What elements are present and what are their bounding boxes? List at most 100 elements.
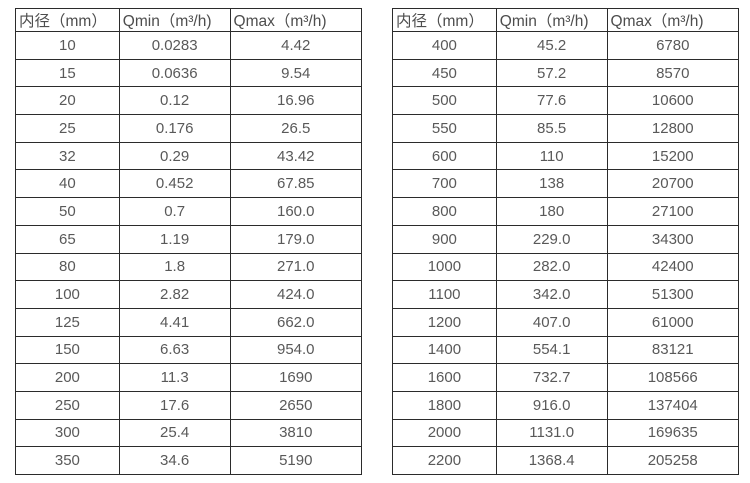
table-cell: 8570 <box>606 58 740 88</box>
table-cell: 500 <box>392 86 497 116</box>
table-cell: 138 <box>495 169 608 199</box>
table-row: 50 0.7 160.0 <box>15 197 363 226</box>
table-cell: 0.0636 <box>118 58 231 88</box>
table-row: 20 0.12 16.96 <box>15 86 363 116</box>
table-cell: 179.0 <box>229 224 363 254</box>
table-cell: 6780 <box>606 31 740 60</box>
table-cell: 42400 <box>606 252 740 282</box>
table-cell: 25.4 <box>118 418 231 448</box>
table-cell: 1200 <box>392 307 497 337</box>
column-header-inner-diameter: 内径（mm） <box>392 8 497 32</box>
table-row: 2200 1368.4 205258 <box>392 446 740 475</box>
table-cell: 200 <box>15 363 120 392</box>
table-cell: 25 <box>15 114 120 143</box>
table-cell: 554.1 <box>495 335 608 365</box>
table-cell: 732.7 <box>495 363 608 392</box>
table-row: 700 138 20700 <box>392 169 740 199</box>
table-row: 1100 342.0 51300 <box>392 280 740 309</box>
table-header-row: 内径（mm） Qmin（m³/h) Qmax（m³/h) <box>15 8 363 32</box>
table-cell: 400 <box>392 31 497 60</box>
table-row: 125 4.41 662.0 <box>15 307 363 337</box>
table-cell: 900 <box>392 224 497 254</box>
table-cell: 77.6 <box>495 86 608 116</box>
table-cell: 1131.0 <box>495 418 608 448</box>
table-cell: 0.176 <box>118 114 231 143</box>
table-cell: 80 <box>15 252 120 282</box>
table-cell: 550 <box>392 114 497 143</box>
table-cell: 0.29 <box>118 141 231 171</box>
table-cell: 20 <box>15 86 120 116</box>
table-cell: 34300 <box>606 224 740 254</box>
table-cell: 108566 <box>606 363 740 392</box>
table-row: 550 85.5 12800 <box>392 114 740 143</box>
table-cell: 40 <box>15 169 120 199</box>
table-row: 600 110 15200 <box>392 141 740 171</box>
table-row: 450 57.2 8570 <box>392 58 740 88</box>
column-header-qmin: Qmin（m³/h) <box>495 8 608 32</box>
table-cell: 916.0 <box>495 390 608 420</box>
table-cell: 1.19 <box>118 224 231 254</box>
table-cell: 800 <box>392 197 497 226</box>
table-row: 1200 407.0 61000 <box>392 307 740 337</box>
table-cell: 662.0 <box>229 307 363 337</box>
table-cell: 15200 <box>606 141 740 171</box>
table-row: 800 180 27100 <box>392 197 740 226</box>
table-cell: 1690 <box>229 363 363 392</box>
table-row: 900 229.0 34300 <box>392 224 740 254</box>
table-cell: 27100 <box>606 197 740 226</box>
table-cell: 110 <box>495 141 608 171</box>
table-row: 80 1.8 271.0 <box>15 252 363 282</box>
table-cell: 0.12 <box>118 86 231 116</box>
table-cell: 6.63 <box>118 335 231 365</box>
table-cell: 43.42 <box>229 141 363 171</box>
column-header-inner-diameter: 内径（mm） <box>15 8 120 32</box>
table-cell: 1800 <box>392 390 497 420</box>
table-cell: 3810 <box>229 418 363 448</box>
table-cell: 2.82 <box>118 280 231 309</box>
table-row: 150 6.63 954.0 <box>15 335 363 365</box>
table-row: 25 0.176 26.5 <box>15 114 363 143</box>
table-cell: 300 <box>15 418 120 448</box>
table-cell: 11.3 <box>118 363 231 392</box>
table-row: 1400 554.1 83121 <box>392 335 740 365</box>
table-cell: 2650 <box>229 390 363 420</box>
table-cell: 15 <box>15 58 120 88</box>
table-row: 200 11.3 1690 <box>15 363 363 392</box>
table-row: 400 45.2 6780 <box>392 31 740 60</box>
table-cell: 424.0 <box>229 280 363 309</box>
table-cell: 169635 <box>606 418 740 448</box>
table-cell: 282.0 <box>495 252 608 282</box>
table-cell: 4.41 <box>118 307 231 337</box>
flow-range-table-small-dn: 内径（mm） Qmin（m³/h) Qmax（m³/h) 10 0.0283 4.4… <box>15 8 363 475</box>
table-cell: 34.6 <box>118 446 231 475</box>
table-cell: 700 <box>392 169 497 199</box>
table-cell: 342.0 <box>495 280 608 309</box>
table-row: 1600 732.7 108566 <box>392 363 740 392</box>
table-cell: 450 <box>392 58 497 88</box>
table-cell: 45.2 <box>495 31 608 60</box>
table-cell: 32 <box>15 141 120 171</box>
table-header-row: 内径（mm） Qmin（m³/h) Qmax（m³/h) <box>392 8 740 32</box>
table-cell: 150 <box>15 335 120 365</box>
table-row: 40 0.452 67.85 <box>15 169 363 199</box>
table-cell: 100 <box>15 280 120 309</box>
table-cell: 83121 <box>606 335 740 365</box>
table-row: 65 1.19 179.0 <box>15 224 363 254</box>
table-cell: 67.85 <box>229 169 363 199</box>
table-cell: 2200 <box>392 446 497 475</box>
table-cell: 61000 <box>606 307 740 337</box>
table-cell: 1000 <box>392 252 497 282</box>
table-row: 1800 916.0 137404 <box>392 390 740 420</box>
table-cell: 250 <box>15 390 120 420</box>
table-cell: 350 <box>15 446 120 475</box>
table-row: 350 34.6 5190 <box>15 446 363 475</box>
table-cell: 180 <box>495 197 608 226</box>
table-cell: 26.5 <box>229 114 363 143</box>
table-cell: 12800 <box>606 114 740 143</box>
table-row: 10 0.0283 4.42 <box>15 31 363 60</box>
table-cell: 0.452 <box>118 169 231 199</box>
table-row: 15 0.0636 9.54 <box>15 58 363 88</box>
column-header-qmax: Qmax（m³/h) <box>229 8 363 32</box>
table-cell: 16.96 <box>229 86 363 116</box>
